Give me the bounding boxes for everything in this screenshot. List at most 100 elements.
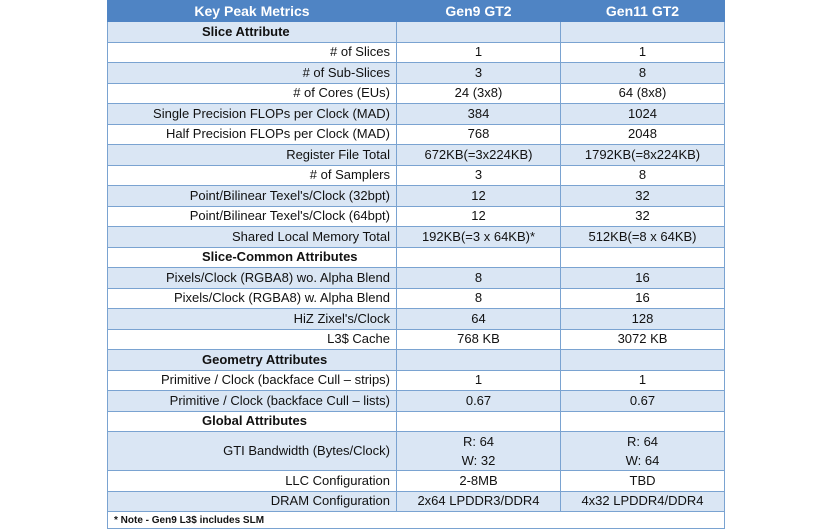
footnote: * Note - Gen9 L3$ includes SLM: [107, 511, 725, 529]
table-row: Single Precision FLOPs per Clock (MAD) 38…: [107, 103, 725, 125]
gen11-value: 2048: [560, 123, 725, 145]
metric-label: # of Sub-Slices: [107, 62, 397, 84]
section-title: Slice-Common Attributes: [107, 246, 397, 268]
gen11-value: 4x32 LPDDR4/DDR4: [560, 490, 725, 512]
table-row: # of Slices 1 1: [107, 41, 725, 63]
metric-label: Pixels/Clock (RGBA8) w. Alpha Blend: [107, 287, 397, 309]
table-row: Register File Total 672KB(=3x224KB) 1792KB…: [107, 144, 725, 166]
gen9-value: 672KB(=3x224KB): [396, 144, 561, 166]
table-row: GTI Bandwidth (Bytes/Clock) R: 64 W: 32 R: …: [107, 431, 725, 471]
header-gen9: Gen9 GT2: [396, 0, 561, 22]
gen9-value: 24 (3x8): [396, 82, 561, 104]
gen11-value: 0.67: [560, 390, 725, 412]
gen9-value: 12: [396, 205, 561, 227]
section-title: Slice Attribute: [107, 21, 397, 43]
gen11-value: R: 64 W: 64: [560, 431, 725, 471]
table-row: # of Cores (EUs) 24 (3x8) 64 (8x8): [107, 82, 725, 104]
metric-label: Point/Bilinear Texel's/Clock (64bpt): [107, 205, 397, 227]
section-row: Geometry Attributes: [107, 349, 725, 371]
header-gen11: Gen11 GT2: [560, 0, 725, 22]
gen11-value: 512KB(=8 x 64KB): [560, 226, 725, 248]
gen11-value: 128: [560, 308, 725, 330]
gen9-value-line: W: 32: [461, 453, 496, 468]
table-row: LLC Configuration 2-8MB TBD: [107, 470, 725, 492]
metric-label: GTI Bandwidth (Bytes/Clock): [107, 431, 397, 471]
gen9-value: R: 64 W: 32: [396, 431, 561, 471]
gen9-value: 768 KB: [396, 328, 561, 350]
gen9-value: 1: [396, 41, 561, 63]
section-title: Geometry Attributes: [107, 349, 397, 371]
metric-label: # of Slices: [107, 41, 397, 63]
table-row: DRAM Configuration 2x64 LPDDR3/DDR4 4x32 L…: [107, 490, 725, 512]
table-header-row: Key Peak Metrics Gen9 GT2 Gen11 GT2: [107, 0, 725, 22]
gen9-value: 192KB(=3 x 64KB)*: [396, 226, 561, 248]
gen9-value: 0.67: [396, 390, 561, 412]
metric-label: Shared Local Memory Total: [107, 226, 397, 248]
gen11-value: 32: [560, 185, 725, 207]
metric-label: L3$ Cache: [107, 328, 397, 350]
gen9-value: 64: [396, 308, 561, 330]
section-row: Slice Attribute: [107, 21, 725, 43]
gen9-value: 384: [396, 103, 561, 125]
gen11-value: 1024: [560, 103, 725, 125]
gen11-value: [560, 21, 725, 43]
metric-label: HiZ Zixel's/Clock: [107, 308, 397, 330]
gen11-value: 16: [560, 267, 725, 289]
metric-label: Point/Bilinear Texel's/Clock (32bpt): [107, 185, 397, 207]
metrics-table-container: Key Peak Metrics Gen9 GT2 Gen11 GT2 Slic…: [107, 0, 725, 529]
table-row: Pixels/Clock (RGBA8) w. Alpha Blend 8 16: [107, 287, 725, 309]
gen11-value: 1: [560, 369, 725, 391]
table-row: # of Samplers 3 8: [107, 164, 725, 186]
gen9-value: 2x64 LPDDR3/DDR4: [396, 490, 561, 512]
gen9-value-line: R: 64: [462, 434, 495, 449]
table-body: Slice Attribute # of Slices 1 1 # of Sub-Sli…: [107, 21, 725, 512]
metric-label: # of Samplers: [107, 164, 397, 186]
gen11-value: [560, 246, 725, 268]
table-row: Primitive / Clock (backface Cull – strip…: [107, 369, 725, 391]
metric-label: Register File Total: [107, 144, 397, 166]
metric-label: # of Cores (EUs): [107, 82, 397, 104]
table-row: Shared Local Memory Total 192KB(=3 x 64KB…: [107, 226, 725, 248]
section-row: Slice-Common Attributes: [107, 246, 725, 268]
key-peak-metrics-table: Key Peak Metrics Gen9 GT2 Gen11 GT2 Slic…: [107, 0, 725, 529]
metric-label: Half Precision FLOPs per Clock (MAD): [107, 123, 397, 145]
section-row: Global Attributes: [107, 410, 725, 432]
metric-label: Primitive / Clock (backface Cull – strip…: [107, 369, 397, 391]
gen9-value: 1: [396, 369, 561, 391]
table-row: Pixels/Clock (RGBA8) wo. Alpha Blend 8 16: [107, 267, 725, 289]
gen11-value: 16: [560, 287, 725, 309]
table-row: Point/Bilinear Texel's/Clock (32bpt) 12 32: [107, 185, 725, 207]
metric-label: Single Precision FLOPs per Clock (MAD): [107, 103, 397, 125]
gen11-value: TBD: [560, 470, 725, 492]
gen11-value: 64 (8x8): [560, 82, 725, 104]
gen11-value: 8: [560, 164, 725, 186]
gen11-value: 3072 KB: [560, 328, 725, 350]
table-row: # of Sub-Slices 3 8: [107, 62, 725, 84]
gen11-value: 8: [560, 62, 725, 84]
gen11-value: 32: [560, 205, 725, 227]
gen9-value: 768: [396, 123, 561, 145]
table-row: Primitive / Clock (backface Cull – lists…: [107, 390, 725, 412]
gen9-value: 3: [396, 164, 561, 186]
gen11-value-line: R: 64: [626, 434, 659, 449]
footnote-row: * Note - Gen9 L3$ includes SLM: [107, 511, 725, 529]
gen9-value: [396, 21, 561, 43]
table-row: HiZ Zixel's/Clock 64 128: [107, 308, 725, 330]
metric-label: LLC Configuration: [107, 470, 397, 492]
metric-label: DRAM Configuration: [107, 490, 397, 512]
header-metrics: Key Peak Metrics: [107, 0, 397, 22]
metric-label: Pixels/Clock (RGBA8) wo. Alpha Blend: [107, 267, 397, 289]
table-row: L3$ Cache 768 KB 3072 KB: [107, 328, 725, 350]
gen9-value: 8: [396, 267, 561, 289]
gen9-value: [396, 246, 561, 268]
gen9-value: [396, 349, 561, 371]
gen11-value: 1: [560, 41, 725, 63]
gen9-value: [396, 410, 561, 432]
gen11-value-line: W: 64: [625, 453, 660, 468]
gen9-value: 3: [396, 62, 561, 84]
gen9-value: 8: [396, 287, 561, 309]
gen11-value: [560, 349, 725, 371]
gen11-value: [560, 410, 725, 432]
table-row: Half Precision FLOPs per Clock (MAD) 768 2…: [107, 123, 725, 145]
table-row: Point/Bilinear Texel's/Clock (64bpt) 12 32: [107, 205, 725, 227]
